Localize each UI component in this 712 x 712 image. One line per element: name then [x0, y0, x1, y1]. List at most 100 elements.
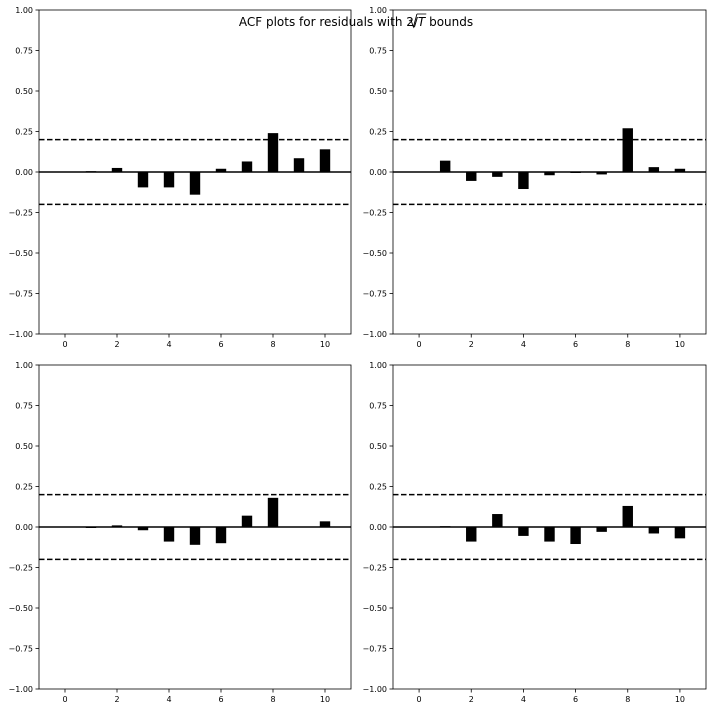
acf-bar-lag-10: [674, 527, 686, 539]
title-suffix: bounds: [425, 15, 473, 29]
acf-bar-lag-6: [215, 527, 227, 544]
acf-bar-lag-1: [439, 526, 451, 528]
acf-panel-4: −1.00 −0.75 −0.50 −0.25 0.00 0.25 0.50 0.75 1.00…: [362, 361, 707, 704]
y-tick-label: −1.00: [362, 685, 387, 694]
acf-bar-lag-2: [466, 172, 477, 181]
acf-bar-lag-8: [622, 505, 633, 527]
acf-bar-lag-5: [189, 172, 201, 195]
y-tick-label: −1.00: [8, 330, 33, 339]
acf-bar-lag-3: [492, 514, 503, 527]
x-tick-label: 4: [166, 695, 171, 704]
y-tick-label: −0.25: [362, 564, 387, 573]
acf-panel-1: −1.00 −0.75 −0.50 −0.25 0.00 0.25 0.50 0.75 1.00…: [8, 6, 352, 349]
y-tick-label: 0.75: [15, 402, 33, 411]
acf-bar-lag-4: [518, 172, 529, 190]
y-tick-label: −0.75: [8, 290, 33, 299]
x-tick-label: 2: [114, 340, 119, 349]
x-tick-label: 2: [114, 695, 119, 704]
y-tick-label: 0.75: [369, 47, 387, 56]
acf-bar-lag-6: [570, 527, 581, 545]
acf-bar-lag-2: [111, 167, 123, 172]
y-tick-label: −0.50: [362, 249, 387, 258]
y-tick-label: −0.75: [8, 645, 33, 654]
x-tick-label: 0: [417, 695, 422, 704]
y-tick-label: 0.25: [15, 128, 33, 137]
acf-bar-lag-3: [137, 527, 149, 531]
y-tick-label: −0.50: [8, 604, 33, 613]
y-tick-label: 1.00: [369, 361, 387, 370]
x-tick-label: 8: [625, 340, 630, 349]
y-tick-label: 0.25: [15, 483, 33, 492]
acf-bar-lag-1: [439, 160, 451, 172]
x-tick-label: 10: [675, 340, 685, 349]
acf-panel-3: −1.00 −0.75 −0.50 −0.25 0.00 0.25 0.50 0.75 1.00…: [8, 361, 352, 704]
acf-bar-lag-4: [163, 172, 175, 188]
x-tick-label: 6: [573, 695, 578, 704]
y-tick-label: 0.50: [15, 87, 33, 96]
y-tick-label: 1.00: [15, 361, 33, 370]
y-tick-label: 0.75: [15, 47, 33, 56]
acf-bar-lag-9: [648, 527, 660, 534]
acf-bar-lag-7: [241, 515, 253, 527]
x-tick-label: 10: [675, 695, 685, 704]
y-tick-label: −0.25: [362, 209, 387, 218]
acf-bar-lag-7: [241, 161, 253, 172]
y-tick-label: 0.00: [369, 168, 387, 177]
y-tick-label: 0.50: [369, 87, 387, 96]
x-tick-label: 8: [270, 695, 275, 704]
x-tick-label: 4: [521, 340, 526, 349]
acf-bar-lag-5: [544, 172, 555, 176]
y-tick-label: 0.00: [15, 168, 33, 177]
acf-panel-2: −1.00 −0.75 −0.50 −0.25 0.00 0.25 0.50 0.75 1.00…: [362, 6, 707, 349]
y-tick-label: 0.00: [369, 523, 387, 532]
x-tick-label: 10: [320, 340, 330, 349]
acf-bar-lag-2: [111, 525, 123, 527]
y-tick-label: 0.50: [15, 442, 33, 451]
x-tick-label: 0: [62, 340, 67, 349]
acf-bar-lag-10: [319, 521, 331, 527]
acf-bar-lag-8: [622, 128, 633, 172]
acf-bar-lag-4: [518, 527, 529, 536]
y-tick-label: −0.25: [8, 564, 33, 573]
acf-bar-lag-7: [596, 527, 607, 532]
x-tick-label: 2: [469, 340, 474, 349]
acf-bar-lag-3: [137, 172, 149, 188]
y-tick-label: 0.50: [369, 442, 387, 451]
y-tick-label: −0.75: [362, 290, 387, 299]
acf-bar-lag-9: [293, 158, 305, 172]
y-tick-label: 0.75: [369, 402, 387, 411]
acf-bar-lag-7: [596, 172, 607, 175]
subplot-grid: −1.00 −0.75 −0.50 −0.25 0.00 0.25 0.50 0.75 1.00…: [8, 6, 707, 704]
x-tick-label: 8: [625, 695, 630, 704]
y-tick-label: 0.00: [15, 523, 33, 532]
acf-bar-lag-10: [319, 149, 331, 172]
acf-bar-lag-4: [163, 527, 175, 542]
y-tick-label: 0.25: [369, 128, 387, 137]
y-tick-label: 1.00: [15, 6, 33, 15]
acf-bar-lag-9: [648, 167, 660, 172]
x-tick-label: 0: [62, 695, 67, 704]
y-tick-label: −1.00: [8, 685, 33, 694]
y-tick-label: −1.00: [362, 330, 387, 339]
x-tick-label: 6: [573, 340, 578, 349]
acf-bar-lag-6: [570, 172, 581, 173]
acf-bar-lag-10: [674, 168, 686, 172]
acf-bar-lag-1: [85, 527, 97, 528]
x-tick-label: 8: [270, 340, 275, 349]
acf-bar-lag-1: [85, 171, 97, 173]
x-tick-label: 10: [320, 695, 330, 704]
figure-title: ACF plots for residuals with 2/T bounds: [239, 15, 473, 29]
acf-bar-lag-3: [492, 172, 503, 177]
acf-bar-lag-5: [544, 527, 555, 542]
acf-bar-lag-5: [189, 527, 201, 545]
acf-bar-lag-6: [215, 168, 227, 172]
acf-bar-lag-2: [466, 527, 477, 542]
title-prefix: ACF plots for residuals with 2/: [239, 15, 419, 29]
x-tick-label: 6: [218, 340, 223, 349]
y-tick-label: 0.25: [369, 483, 387, 492]
title-sqrt-radicand: T: [418, 15, 427, 29]
title-sqrt-sign: [408, 13, 418, 29]
x-tick-label: 4: [521, 695, 526, 704]
y-tick-label: −0.50: [8, 249, 33, 258]
